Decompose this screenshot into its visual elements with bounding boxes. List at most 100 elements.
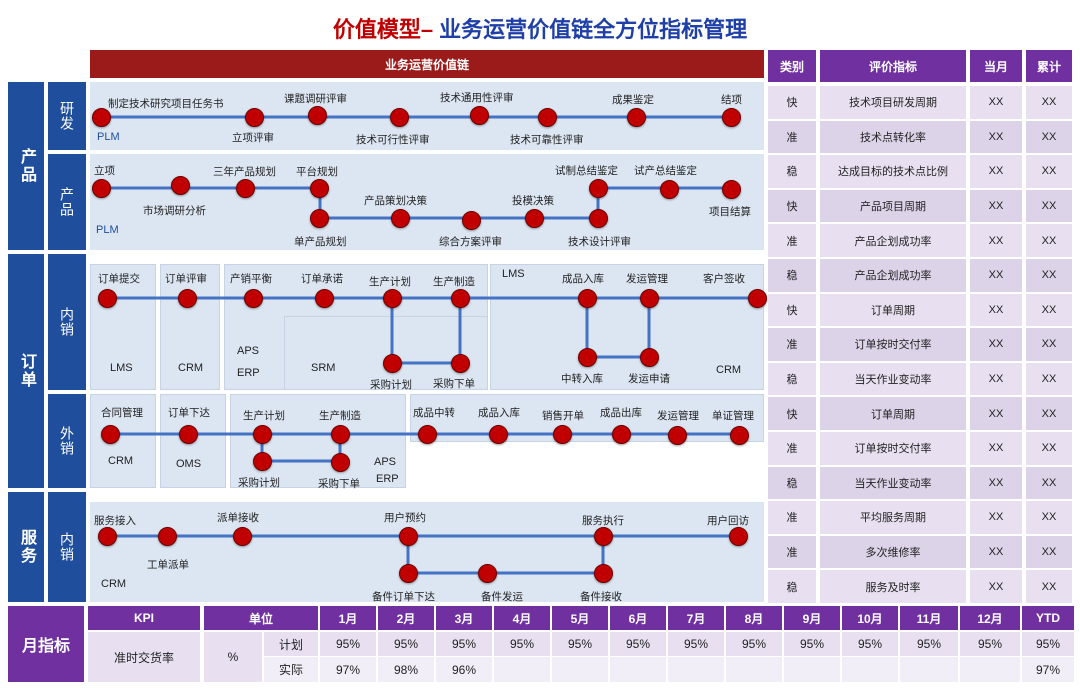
label-d-4: 订单承诺 bbox=[301, 273, 343, 285]
label-f-3: 生产计划 bbox=[243, 410, 285, 422]
node-d-12[interactable] bbox=[640, 348, 659, 367]
node-d-3[interactable] bbox=[244, 289, 263, 308]
node-s-1[interactable] bbox=[98, 527, 117, 546]
node-rd-4[interactable] bbox=[390, 108, 409, 127]
node-s-5[interactable] bbox=[399, 564, 418, 583]
metrics-cell-4-0: 准 bbox=[768, 224, 816, 257]
label-f-2: 订单下达 bbox=[168, 407, 210, 419]
box-f-crm bbox=[90, 394, 156, 488]
node-rd-1[interactable] bbox=[92, 108, 111, 127]
metrics-cell-6-0: 快 bbox=[768, 293, 816, 327]
kpi-plan-1: 95% bbox=[378, 632, 434, 656]
kpi-plan-12: 95% bbox=[1022, 632, 1074, 656]
node-f-4[interactable] bbox=[331, 425, 350, 444]
label-f-8: 成品入库 bbox=[478, 407, 520, 419]
node-p-8[interactable] bbox=[525, 209, 544, 228]
node-d-10[interactable] bbox=[640, 289, 659, 308]
kpi-actual-6 bbox=[668, 657, 724, 682]
node-rd-2[interactable] bbox=[245, 108, 264, 127]
node-s-9[interactable] bbox=[729, 527, 748, 546]
node-d-7[interactable] bbox=[383, 354, 402, 373]
label-p-4: 平台规划 bbox=[296, 166, 338, 178]
kpi-header-3: 1月 bbox=[320, 606, 376, 630]
kpi-actual-3 bbox=[494, 657, 550, 682]
kpi-actual-1: 98% bbox=[378, 657, 434, 682]
metrics-cell-14-0: 稳 bbox=[768, 570, 816, 603]
node-rd-5[interactable] bbox=[470, 106, 489, 125]
node-f-12[interactable] bbox=[730, 426, 749, 445]
node-p-5[interactable] bbox=[310, 209, 329, 228]
node-p-10[interactable] bbox=[589, 179, 608, 198]
node-d-11[interactable] bbox=[578, 348, 597, 367]
node-d-6[interactable] bbox=[451, 289, 470, 308]
node-p-9[interactable] bbox=[589, 209, 608, 228]
node-p-7[interactable] bbox=[462, 211, 481, 230]
metrics-cell-11-3: XX bbox=[1026, 466, 1072, 500]
node-d-13[interactable] bbox=[748, 289, 767, 308]
metrics-cell-6-1: 订单周期 bbox=[820, 293, 966, 327]
metrics-cell-13-3: XX bbox=[1026, 535, 1072, 569]
node-f-6[interactable] bbox=[331, 453, 350, 472]
label-s-8: 备件接收 bbox=[580, 591, 622, 603]
node-f-11[interactable] bbox=[668, 426, 687, 445]
kpi-actual-12: 97% bbox=[1022, 657, 1074, 682]
node-p-1[interactable] bbox=[92, 179, 111, 198]
node-f-5[interactable] bbox=[253, 452, 272, 471]
metrics-cell-0-2: XX bbox=[970, 86, 1022, 119]
node-rd-8[interactable] bbox=[722, 108, 741, 127]
metrics-cell-13-0: 准 bbox=[768, 535, 816, 569]
node-p-3[interactable] bbox=[236, 179, 255, 198]
metrics-cell-4-3: XX bbox=[1026, 224, 1072, 257]
node-d-9[interactable] bbox=[578, 289, 597, 308]
node-f-2[interactable] bbox=[179, 425, 198, 444]
kpi-plan-11: 95% bbox=[960, 632, 1020, 656]
node-rd-6[interactable] bbox=[538, 108, 557, 127]
label-p-10: 试制总结鉴定 bbox=[555, 165, 618, 177]
label-s-1: 服务接入 bbox=[94, 515, 136, 527]
kpi-header-4: 2月 bbox=[378, 606, 434, 630]
metrics-cell-12-1: 平均服务周期 bbox=[820, 501, 966, 534]
node-p-6[interactable] bbox=[391, 209, 410, 228]
node-p-4[interactable] bbox=[310, 179, 329, 198]
kpi-actual-2: 96% bbox=[436, 657, 492, 682]
node-p-2[interactable] bbox=[171, 176, 190, 195]
node-p-12[interactable] bbox=[722, 180, 741, 199]
metrics-cell-9-0: 快 bbox=[768, 397, 816, 430]
lane-service bbox=[90, 502, 764, 602]
node-f-7[interactable] bbox=[418, 425, 437, 444]
node-f-8[interactable] bbox=[489, 425, 508, 444]
node-d-2[interactable] bbox=[178, 289, 197, 308]
node-f-1[interactable] bbox=[101, 425, 120, 444]
node-d-8[interactable] bbox=[451, 354, 470, 373]
node-s-2[interactable] bbox=[158, 527, 177, 546]
metrics-cell-2-1: 达成目标的技术点比例 bbox=[820, 155, 966, 188]
node-rd-3[interactable] bbox=[308, 106, 327, 125]
metrics-cell-13-1: 多次维修率 bbox=[820, 535, 966, 569]
node-rd-7[interactable] bbox=[627, 108, 646, 127]
node-p-11[interactable] bbox=[660, 180, 679, 199]
metrics-header-3: 累计 bbox=[1026, 50, 1072, 82]
kpi-header-8: 6月 bbox=[610, 606, 666, 630]
metrics-cell-6-2: XX bbox=[970, 293, 1022, 327]
node-d-4[interactable] bbox=[315, 289, 334, 308]
node-f-3[interactable] bbox=[253, 425, 272, 444]
node-f-9[interactable] bbox=[553, 425, 572, 444]
node-s-3[interactable] bbox=[233, 527, 252, 546]
node-s-7[interactable] bbox=[594, 527, 613, 546]
metrics-cell-3-1: 产品项目周期 bbox=[820, 189, 966, 223]
metrics-cell-2-2: XX bbox=[970, 155, 1022, 188]
kpi-actual-8 bbox=[784, 657, 840, 682]
node-d-5[interactable] bbox=[383, 289, 402, 308]
node-d-1[interactable] bbox=[98, 289, 117, 308]
node-f-10[interactable] bbox=[612, 425, 631, 444]
metrics-cell-10-2: XX bbox=[970, 432, 1022, 465]
kpi-plan-2: 95% bbox=[436, 632, 492, 656]
node-s-4[interactable] bbox=[399, 527, 418, 546]
node-s-8[interactable] bbox=[594, 564, 613, 583]
metrics-cell-5-0: 稳 bbox=[768, 259, 816, 292]
node-s-6[interactable] bbox=[478, 564, 497, 583]
foreign-purchase-loop bbox=[260, 434, 342, 463]
label-d-1: 订单提交 bbox=[98, 273, 140, 285]
foreign-sys-oms: OMS bbox=[176, 458, 202, 470]
metrics-cell-10-1: 订单按时交付率 bbox=[820, 432, 966, 465]
